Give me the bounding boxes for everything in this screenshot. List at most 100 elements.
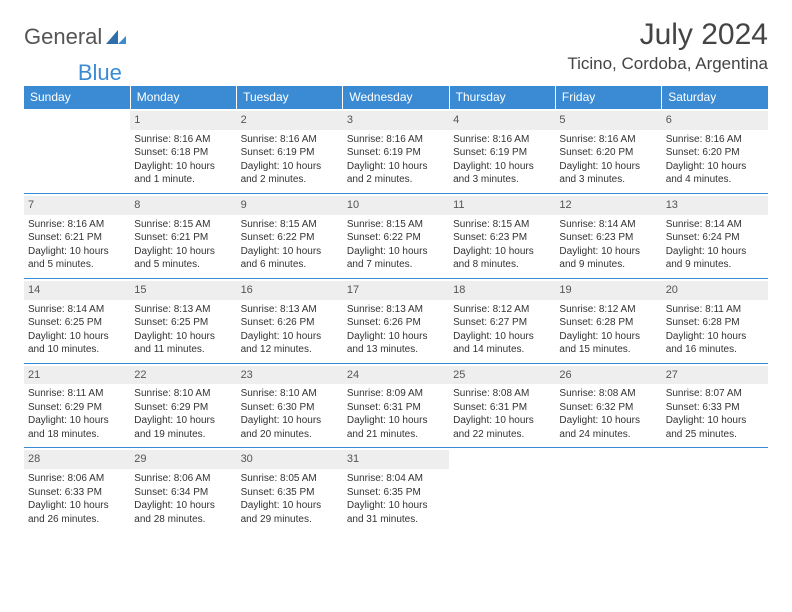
day-number: 30	[237, 450, 343, 469]
daylight-text: Daylight: 10 hours and 18 minutes.	[28, 414, 126, 441]
sunset-text: Sunset: 6:35 PM	[241, 486, 339, 500]
sunrise-text: Sunrise: 8:06 AM	[134, 472, 232, 486]
day-number: 4	[449, 111, 555, 130]
day-cell: 3Sunrise: 8:16 AMSunset: 6:19 PMDaylight…	[343, 109, 449, 194]
sunrise-text: Sunrise: 8:14 AM	[28, 303, 126, 317]
sunrise-text: Sunrise: 8:15 AM	[134, 218, 232, 232]
day-cell: 10Sunrise: 8:15 AMSunset: 6:22 PMDayligh…	[343, 193, 449, 278]
day-number: 23	[237, 366, 343, 385]
logo-word-2: Blue	[78, 60, 122, 86]
day-cell: 7 Sunrise: 8:16 AMSunset: 6:21 PMDaylight…	[24, 193, 130, 278]
logo-word-1: General	[24, 24, 102, 50]
sunrise-text: Sunrise: 8:08 AM	[453, 387, 551, 401]
daylight-text: Daylight: 10 hours and 4 minutes.	[666, 160, 764, 187]
sunrise-text: Sunrise: 8:16 AM	[134, 133, 232, 147]
sunset-text: Sunset: 6:28 PM	[559, 316, 657, 330]
sunset-text: Sunset: 6:31 PM	[453, 401, 551, 415]
day-cell: 12Sunrise: 8:14 AMSunset: 6:23 PMDayligh…	[555, 193, 661, 278]
day-number: 10	[343, 196, 449, 215]
day-cell: 9Sunrise: 8:15 AMSunset: 6:22 PMDaylight…	[237, 193, 343, 278]
day-cell: 25Sunrise: 8:08 AMSunset: 6:31 PMDayligh…	[449, 363, 555, 448]
sunset-text: Sunset: 6:18 PM	[134, 146, 232, 160]
sunrise-text: Sunrise: 8:08 AM	[559, 387, 657, 401]
sunset-text: Sunset: 6:26 PM	[347, 316, 445, 330]
sunset-text: Sunset: 6:19 PM	[453, 146, 551, 160]
sunrise-text: Sunrise: 8:04 AM	[347, 472, 445, 486]
sunset-text: Sunset: 6:30 PM	[241, 401, 339, 415]
sunset-text: Sunset: 6:28 PM	[666, 316, 764, 330]
week-row: 1Sunrise: 8:16 AMSunset: 6:18 PMDaylight…	[24, 109, 768, 194]
weekday-header: Sunday	[24, 86, 130, 109]
daylight-text: Daylight: 10 hours and 10 minutes.	[28, 330, 126, 357]
daylight-text: Daylight: 10 hours and 29 minutes.	[241, 499, 339, 526]
sunset-text: Sunset: 6:20 PM	[559, 146, 657, 160]
sunset-text: Sunset: 6:32 PM	[559, 401, 657, 415]
day-number: 17	[343, 281, 449, 300]
day-number: 1	[130, 111, 236, 130]
week-row: 28Sunrise: 8:06 AMSunset: 6:33 PMDayligh…	[24, 448, 768, 532]
day-cell: 23Sunrise: 8:10 AMSunset: 6:30 PMDayligh…	[237, 363, 343, 448]
daylight-text: Daylight: 10 hours and 9 minutes.	[559, 245, 657, 272]
daylight-text: Daylight: 10 hours and 22 minutes.	[453, 414, 551, 441]
daylight-text: Daylight: 10 hours and 28 minutes.	[134, 499, 232, 526]
day-cell: 27Sunrise: 8:07 AMSunset: 6:33 PMDayligh…	[662, 363, 768, 448]
logo-sail-icon	[104, 28, 128, 46]
title-block: July 2024 Ticino, Cordoba, Argentina	[567, 18, 768, 74]
sunset-text: Sunset: 6:25 PM	[28, 316, 126, 330]
weekday-header-row: Sunday Monday Tuesday Wednesday Thursday…	[24, 86, 768, 109]
sunset-text: Sunset: 6:22 PM	[347, 231, 445, 245]
sunset-text: Sunset: 6:22 PM	[241, 231, 339, 245]
day-number: 7	[24, 196, 130, 215]
daylight-text: Daylight: 10 hours and 9 minutes.	[666, 245, 764, 272]
day-cell: 14Sunrise: 8:14 AMSunset: 6:25 PMDayligh…	[24, 278, 130, 363]
day-cell: 26Sunrise: 8:08 AMSunset: 6:32 PMDayligh…	[555, 363, 661, 448]
day-cell	[555, 448, 661, 532]
day-cell: 1Sunrise: 8:16 AMSunset: 6:18 PMDaylight…	[130, 109, 236, 194]
day-cell: 8Sunrise: 8:15 AMSunset: 6:21 PMDaylight…	[130, 193, 236, 278]
day-number: 24	[343, 366, 449, 385]
daylight-text: Daylight: 10 hours and 20 minutes.	[241, 414, 339, 441]
day-cell: 16Sunrise: 8:13 AMSunset: 6:26 PMDayligh…	[237, 278, 343, 363]
sunrise-text: Sunrise: 8:09 AM	[347, 387, 445, 401]
week-row: 21Sunrise: 8:11 AMSunset: 6:29 PMDayligh…	[24, 363, 768, 448]
day-number: 22	[130, 366, 236, 385]
daylight-text: Daylight: 10 hours and 26 minutes.	[28, 499, 126, 526]
daylight-text: Daylight: 10 hours and 2 minutes.	[241, 160, 339, 187]
day-number: 20	[662, 281, 768, 300]
weekday-header: Thursday	[449, 86, 555, 109]
daylight-text: Daylight: 10 hours and 5 minutes.	[28, 245, 126, 272]
sunrise-text: Sunrise: 8:13 AM	[134, 303, 232, 317]
sunrise-text: Sunrise: 8:12 AM	[559, 303, 657, 317]
day-cell: 18Sunrise: 8:12 AMSunset: 6:27 PMDayligh…	[449, 278, 555, 363]
daylight-text: Daylight: 10 hours and 16 minutes.	[666, 330, 764, 357]
daylight-text: Daylight: 10 hours and 13 minutes.	[347, 330, 445, 357]
sunrise-text: Sunrise: 8:06 AM	[28, 472, 126, 486]
daylight-text: Daylight: 10 hours and 3 minutes.	[453, 160, 551, 187]
calendar-body: 1Sunrise: 8:16 AMSunset: 6:18 PMDaylight…	[24, 109, 768, 533]
sunset-text: Sunset: 6:21 PM	[28, 231, 126, 245]
day-cell: 11Sunrise: 8:15 AMSunset: 6:23 PMDayligh…	[449, 193, 555, 278]
day-cell: 5 Sunrise: 8:16 AMSunset: 6:20 PMDaylight…	[555, 109, 661, 194]
sunrise-text: Sunrise: 8:11 AM	[666, 303, 764, 317]
day-number: 15	[130, 281, 236, 300]
day-number: 26	[555, 366, 661, 385]
daylight-text: Daylight: 10 hours and 2 minutes.	[347, 160, 445, 187]
day-cell: 22Sunrise: 8:10 AMSunset: 6:29 PMDayligh…	[130, 363, 236, 448]
daylight-text: Daylight: 10 hours and 6 minutes.	[241, 245, 339, 272]
day-cell: 21Sunrise: 8:11 AMSunset: 6:29 PMDayligh…	[24, 363, 130, 448]
day-number: 18	[449, 281, 555, 300]
day-cell: 4Sunrise: 8:16 AMSunset: 6:19 PMDaylight…	[449, 109, 555, 194]
week-row: 7Sunrise: 8:16 AMSunset: 6:21 PMDaylight…	[24, 193, 768, 278]
day-cell: 20 Sunrise: 8:11 AMSunset: 6:28 PMDayligh…	[662, 278, 768, 363]
sunset-text: Sunset: 6:26 PM	[241, 316, 339, 330]
month-title: July 2024	[567, 18, 768, 52]
daylight-text: Daylight: 10 hours and 3 minutes.	[559, 160, 657, 187]
sunset-text: Sunset: 6:20 PM	[666, 146, 764, 160]
sunrise-text: Sunrise: 8:16 AM	[28, 218, 126, 232]
sunrise-text: Sunrise: 8:15 AM	[241, 218, 339, 232]
sunset-text: Sunset: 6:24 PM	[666, 231, 764, 245]
day-number: 5	[555, 111, 661, 130]
sunset-text: Sunset: 6:33 PM	[28, 486, 126, 500]
sunrise-text: Sunrise: 8:16 AM	[559, 133, 657, 147]
sunrise-text: Sunrise: 8:07 AM	[666, 387, 764, 401]
